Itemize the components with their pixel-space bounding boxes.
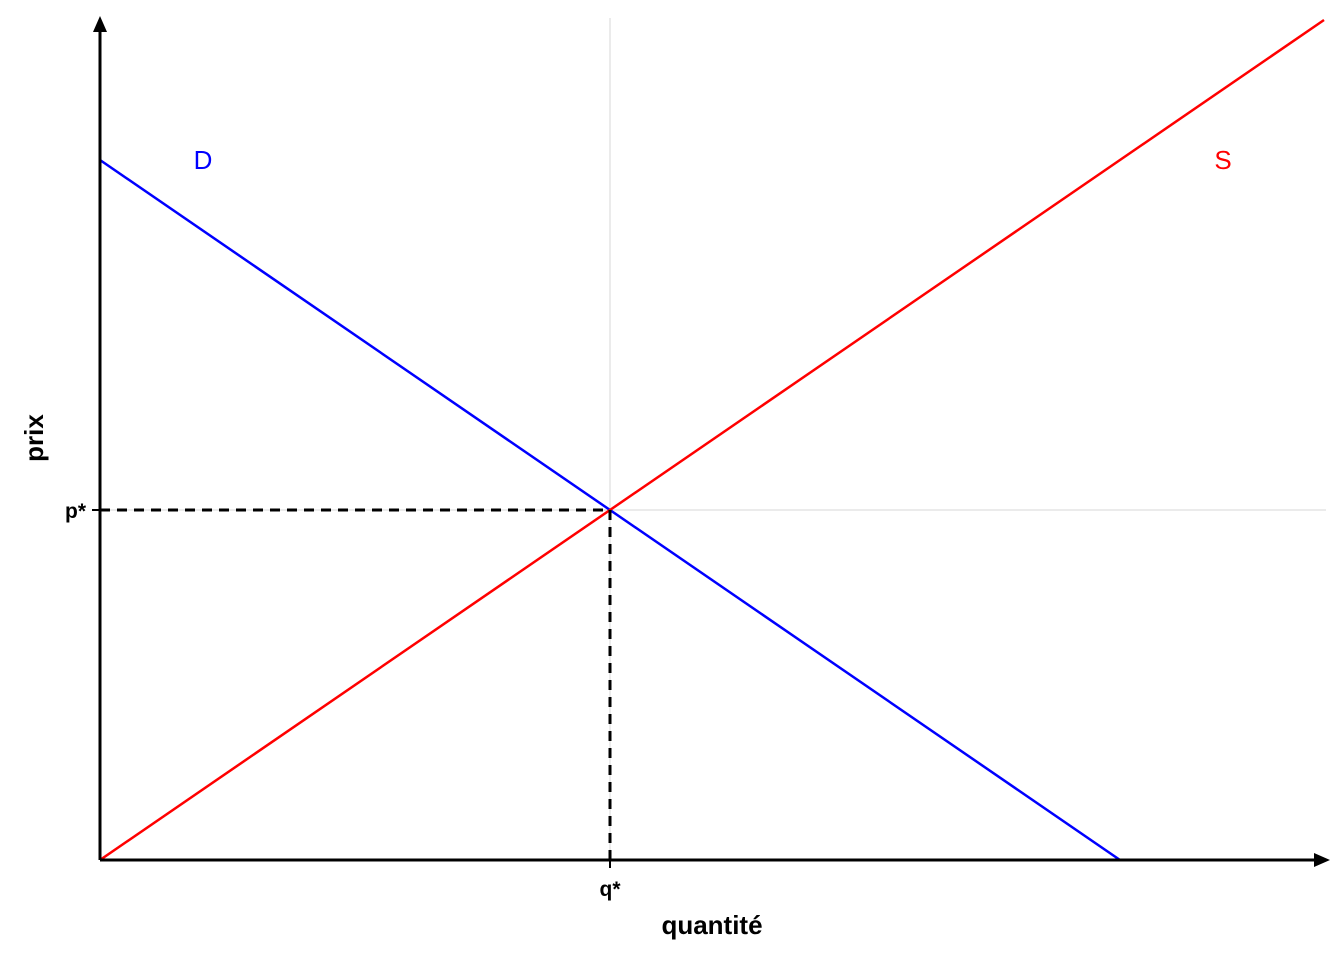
x-axis-arrow (1314, 853, 1330, 867)
series-label-demand: D (194, 145, 213, 175)
y-axis-title: prix (19, 414, 49, 462)
y-axis-arrow (93, 16, 107, 32)
curves-group (100, 18, 1325, 860)
series-label-supply: S (1214, 145, 1231, 175)
x-axis-title: quantité (661, 910, 762, 940)
x-tick-label: q* (600, 878, 622, 901)
y-tick-label: p* (65, 500, 87, 523)
series-line-supply (100, 18, 1325, 860)
